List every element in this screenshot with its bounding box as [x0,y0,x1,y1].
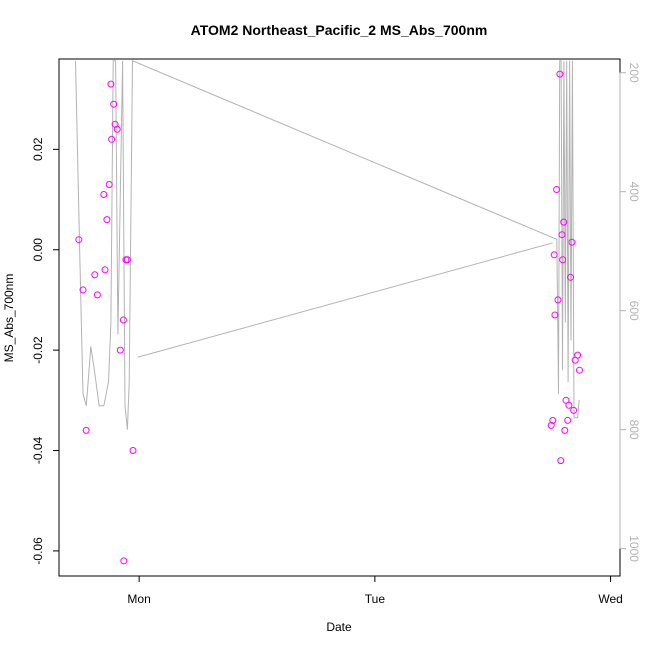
data-point [568,238,576,246]
y-tick-label: -0.04 [31,437,45,465]
data-point [123,256,131,264]
data-point [559,256,567,264]
data-point [82,426,90,434]
data-point [107,80,115,88]
data-point [105,181,113,188]
y2-tick-label: 1000 [627,535,641,562]
y-tick-label: -0.02 [31,336,45,364]
data-point [576,366,583,374]
data-point [561,426,569,434]
bottom-axis: Mon Tue Wed [127,575,623,606]
y2-tick-label: 600 [627,301,641,321]
x-tick-label: Tue [365,592,386,606]
data-point [564,416,572,424]
data-point [113,125,121,133]
data-point [103,216,111,224]
chart-title: ATOM2 Northeast_Pacific_2 MS_Abs_700nm [191,22,488,38]
data-point [556,70,564,78]
data-point [110,100,118,108]
y-axis-label: MS_Abs_700nm [2,274,16,363]
plot-frame [58,58,621,577]
data-point [553,186,561,193]
data-point [558,231,566,239]
data-point [101,266,109,274]
x-tick-label: Mon [127,592,150,606]
left-axis: -0.06 -0.04 -0.02 0.00 0.02 [31,137,60,565]
data-point [100,191,108,198]
data-point [550,251,558,259]
data-point [108,135,116,143]
y2-tick-label: 800 [627,420,641,440]
data-point [91,271,99,279]
data-point [93,291,101,299]
line-series-0 [75,60,580,430]
data-point [560,218,568,226]
data-point [557,457,565,465]
data-point [570,406,578,414]
x-axis-label: Date [326,620,352,634]
data-point [119,316,127,324]
data-point [562,396,570,404]
data-point [554,296,562,304]
data-point [547,421,555,429]
y-tick-label: 0.02 [31,137,45,161]
data-point [129,447,137,454]
data-point [116,346,124,354]
data-point [567,273,574,281]
data-point [75,236,83,244]
y2-tick-label: 400 [627,182,641,202]
y2-tick-label: 200 [627,63,641,83]
data-point [565,401,573,409]
y-tick-label: 0.00 [31,238,45,262]
data-point [120,557,128,565]
line-series-1 [137,242,553,358]
data-point [551,311,559,319]
data-point [549,416,557,424]
y-tick-label: -0.06 [31,537,45,565]
data-point [574,351,582,359]
x-tick-label: Wed [598,592,622,606]
data-point [79,286,87,294]
right-axis: 200 400 600 800 1000 [619,63,641,562]
plot-area [75,60,583,565]
plot-clipped-group [75,60,583,565]
